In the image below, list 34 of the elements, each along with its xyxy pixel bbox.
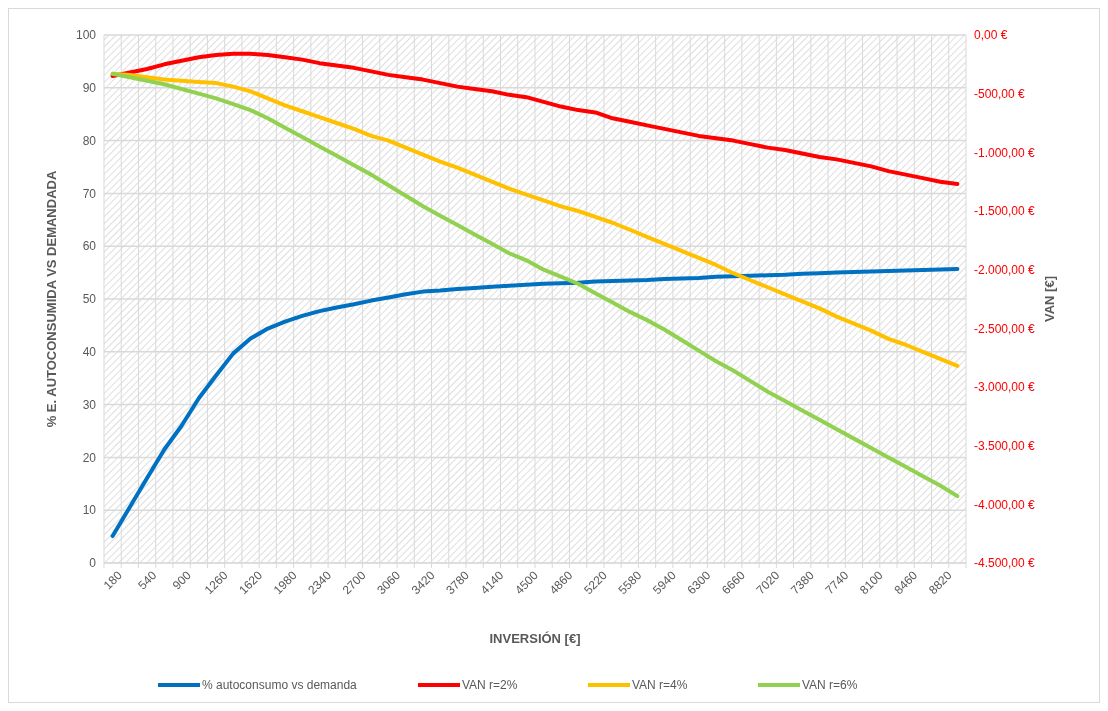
y-tick-label: 100 — [75, 28, 97, 43]
x-tick-label: 540 — [135, 568, 160, 593]
x-tick-label: 180 — [100, 568, 126, 593]
y-tick-label: 90 — [82, 81, 97, 95]
y2-tick-label: 0,00 € — [974, 28, 1008, 43]
line-series — [110, 71, 960, 499]
y-tick-label: 70 — [82, 186, 97, 201]
y2-axis-title: VAN [€] — [1042, 276, 1057, 322]
y2-tick-label: -4.000,00 € — [974, 497, 1036, 512]
y2-tick-label: -4.500,00 € — [974, 556, 1036, 571]
y-tick-label: 50 — [82, 292, 97, 307]
y-tick-label: 60 — [82, 239, 97, 254]
y2-tick-label: -1.500,00 € — [974, 204, 1036, 219]
y-tick-label: 10 — [82, 503, 97, 518]
y-tick-label: 20 — [82, 450, 97, 465]
y-tick-label: 30 — [82, 397, 97, 412]
y2-tick-label: -2.500,00 € — [974, 321, 1036, 336]
y2-tick-label: -3.000,00 € — [974, 380, 1036, 395]
x-tick-label: 900 — [169, 568, 194, 593]
y-tick-label: 80 — [82, 133, 97, 148]
legend-label: VAN r=4% — [632, 678, 688, 693]
line-series — [110, 266, 960, 539]
legend-label: % autoconsumo vs demanda — [202, 678, 358, 693]
y-axis-title: % E. AUTOCONSUMIDA VS DEMANDADA — [44, 170, 59, 428]
x-axis-title: INVERSIÓN [€] — [489, 631, 581, 646]
y2-tick-label: -1.000,00 € — [974, 145, 1036, 160]
line-series — [110, 51, 960, 187]
legend-label: VAN r=2% — [462, 678, 518, 693]
y2-tick-label: -500,00 € — [974, 86, 1026, 101]
y-tick-label: 0 — [89, 556, 97, 571]
legend-label: VAN r=6% — [802, 678, 858, 693]
y-tick-label: 40 — [82, 345, 97, 359]
y2-tick-label: -3.500,00 € — [974, 438, 1036, 453]
y2-tick-label: -2.000,00 € — [974, 262, 1036, 277]
